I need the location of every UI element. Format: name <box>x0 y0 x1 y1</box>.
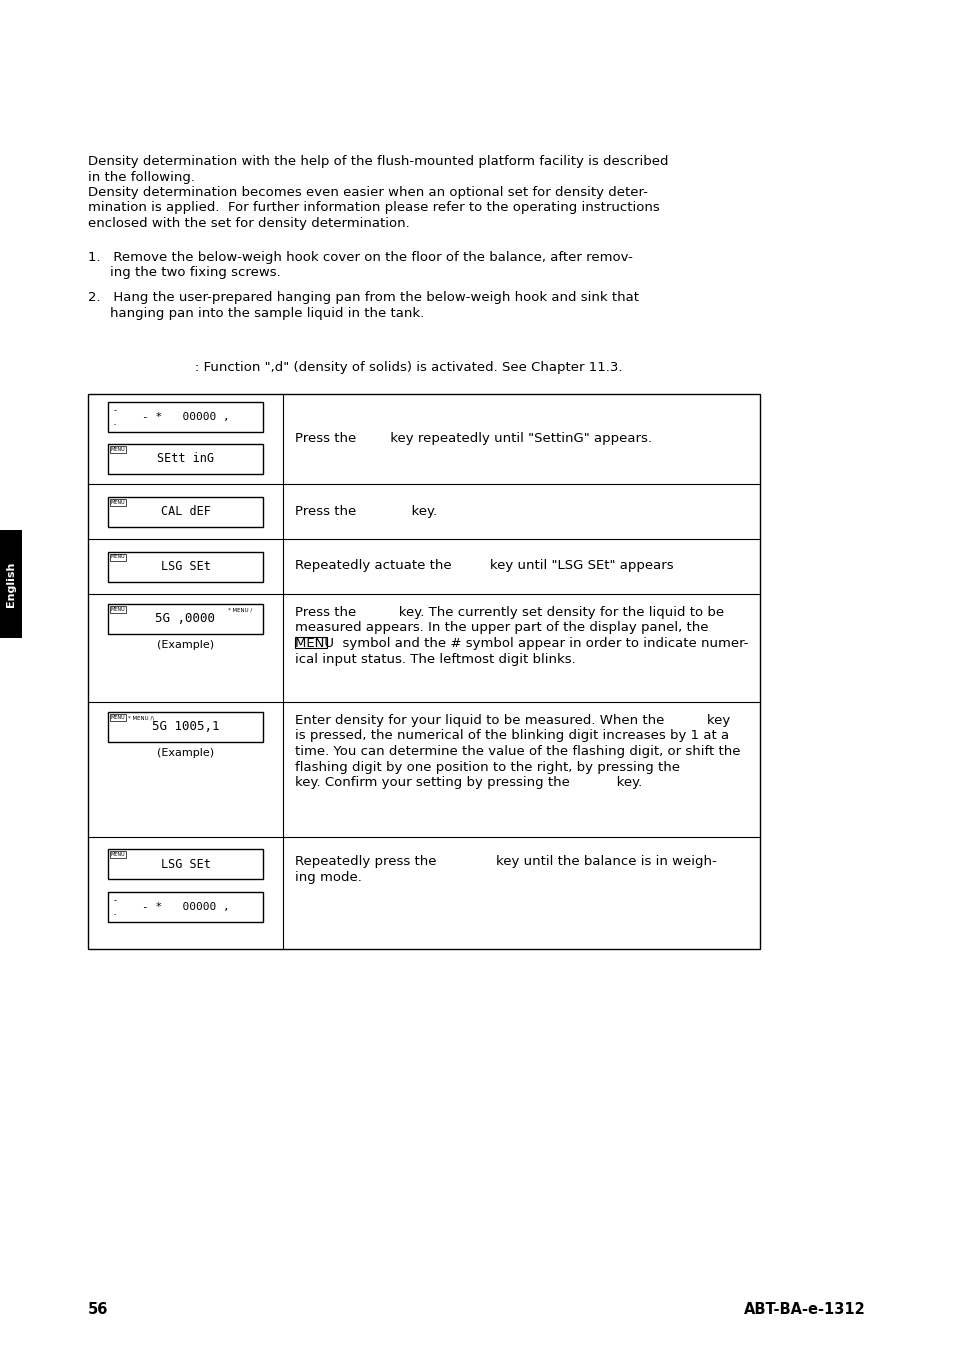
Bar <box>108 402 263 432</box>
Text: Press the          key. The currently set density for the liquid to be: Press the key. The currently set density… <box>294 606 723 620</box>
Bar <box>110 498 126 505</box>
Text: (Example): (Example) <box>157 748 213 757</box>
Text: (Example): (Example) <box>157 640 213 649</box>
Bar <box>110 714 126 721</box>
Text: Density determination with the help of the flush-mounted platform facility is de: Density determination with the help of t… <box>88 155 668 167</box>
Text: Press the             key.: Press the key. <box>294 505 436 517</box>
Text: 5G 1005,1: 5G 1005,1 <box>152 721 219 733</box>
Text: ing mode.: ing mode. <box>294 871 361 883</box>
Text: English: English <box>6 562 16 606</box>
Bar <box>110 850 126 859</box>
Text: 5G ,0000: 5G ,0000 <box>155 613 215 625</box>
Bar <box>294 637 327 648</box>
Bar <box>88 394 760 949</box>
Bar <box>108 711 263 743</box>
Bar <box>108 497 263 526</box>
Text: Press the        key repeatedly until "SettinG" appears.: Press the key repeatedly until "SettinG"… <box>294 432 651 446</box>
Text: * MENU /\: * MENU /\ <box>128 716 154 720</box>
Text: MENU: MENU <box>111 447 125 452</box>
Text: LSG SEt: LSG SEt <box>160 560 211 572</box>
Text: : Function ",d" (density of solids) is activated. See Chapter 11.3.: : Function ",d" (density of solids) is a… <box>194 360 622 374</box>
Text: -: - <box>112 406 118 414</box>
Text: key. Confirm your setting by pressing the           key.: key. Confirm your setting by pressing th… <box>294 776 641 788</box>
Bar <box>110 446 126 454</box>
Text: MENU: MENU <box>111 555 125 559</box>
Text: MENU: MENU <box>111 500 125 505</box>
Text: -: - <box>112 911 117 917</box>
Text: is pressed, the numerical of the blinking digit increases by 1 at a: is pressed, the numerical of the blinkin… <box>294 729 728 742</box>
Bar <box>110 606 126 613</box>
Text: time. You can determine the value of the flashing digit, or shift the: time. You can determine the value of the… <box>294 745 740 757</box>
Text: 56: 56 <box>88 1301 109 1318</box>
Text: ical input status. The leftmost digit blinks.: ical input status. The leftmost digit bl… <box>294 652 576 666</box>
Bar <box>0 531 22 639</box>
Bar <box>110 554 126 560</box>
Text: LSG SEt: LSG SEt <box>160 857 211 871</box>
Text: MENU  symbol and the # symbol appear in order to indicate numer-: MENU symbol and the # symbol appear in o… <box>294 637 748 649</box>
Text: - *   00000 ,: - * 00000 , <box>141 412 229 423</box>
Text: ing the two fixing screws.: ing the two fixing screws. <box>110 266 280 279</box>
Text: measured appears. In the upper part of the display panel, the: measured appears. In the upper part of t… <box>294 621 708 634</box>
Text: ABT-BA-e-1312: ABT-BA-e-1312 <box>743 1301 865 1318</box>
Text: Repeatedly press the              key until the balance is in weigh-: Repeatedly press the key until the balan… <box>294 855 716 868</box>
Text: MENU: MENU <box>111 716 125 720</box>
Bar <box>108 849 263 879</box>
Text: hanging pan into the sample liquid in the tank.: hanging pan into the sample liquid in th… <box>110 306 424 320</box>
Text: -: - <box>112 421 117 427</box>
Bar <box>108 892 263 922</box>
Text: enclosed with the set for density determination.: enclosed with the set for density determ… <box>88 217 410 230</box>
Bar <box>108 444 263 474</box>
Text: Density determination becomes even easier when an optional set for density deter: Density determination becomes even easie… <box>88 186 647 198</box>
Text: flashing digit by one position to the right, by pressing the: flashing digit by one position to the ri… <box>294 760 679 774</box>
Text: - *   00000 ,: - * 00000 , <box>141 902 229 913</box>
Text: in the following.: in the following. <box>88 170 194 184</box>
Text: -: - <box>112 896 118 905</box>
Bar <box>108 552 263 582</box>
Text: SEtt inG: SEtt inG <box>157 452 213 466</box>
Text: 2.   Hang the user-prepared hanging pan from the below-weigh hook and sink that: 2. Hang the user-prepared hanging pan fr… <box>88 292 639 305</box>
Text: 1.   Remove the below-weigh hook cover on the floor of the balance, after remov-: 1. Remove the below-weigh hook cover on … <box>88 251 632 263</box>
Text: Enter density for your liquid to be measured. When the          key: Enter density for your liquid to be meas… <box>294 714 729 728</box>
Bar <box>108 603 263 634</box>
Text: * MENU /: * MENU / <box>228 608 252 612</box>
Text: MENU: MENU <box>111 608 125 612</box>
Text: MENU: MENU <box>111 852 125 857</box>
Text: Repeatedly actuate the         key until "LSG SEt" appears: Repeatedly actuate the key until "LSG SE… <box>294 559 673 572</box>
Text: CAL dEF: CAL dEF <box>160 505 211 518</box>
Text: mination is applied.  For further information please refer to the operating inst: mination is applied. For further informa… <box>88 201 659 215</box>
